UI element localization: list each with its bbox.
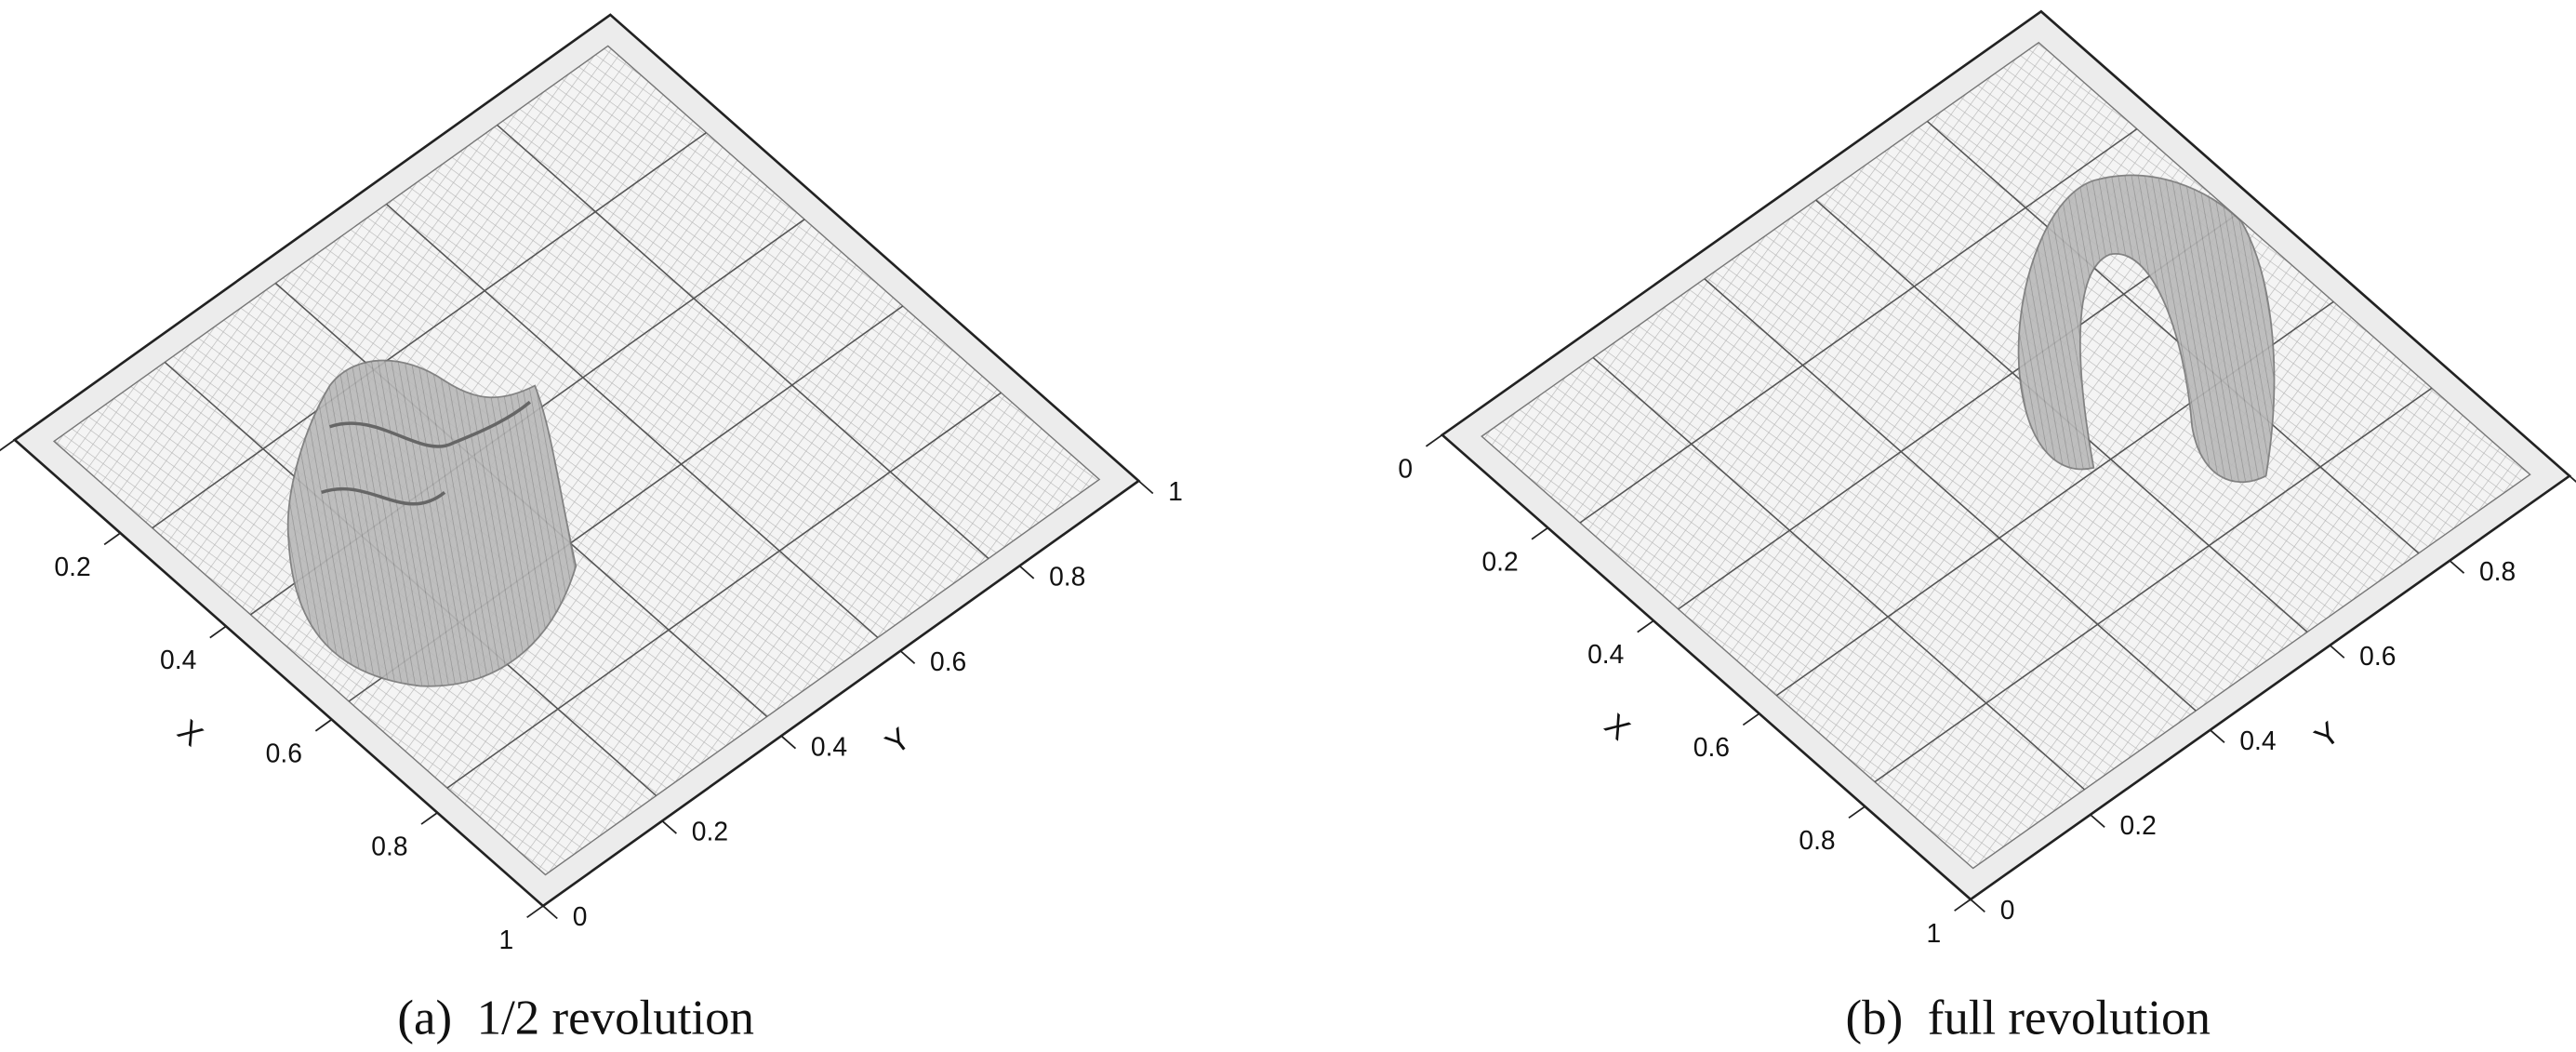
grid-line <box>497 124 989 560</box>
y-tick-label: 0.6 <box>930 646 966 676</box>
surface-bump <box>2017 174 2276 484</box>
y-tick-label: 0.8 <box>2479 556 2516 586</box>
y-tick-label: 0.4 <box>2239 726 2276 755</box>
grid-line <box>1704 278 2197 712</box>
caption: (b) full revolution <box>1846 992 2211 1045</box>
x-tick-label: 0 <box>1398 453 1413 483</box>
x-tick-label: 1 <box>498 925 513 954</box>
x-tick-label: 0.6 <box>266 738 302 767</box>
tick-mark <box>314 718 333 732</box>
grid-line <box>152 131 707 529</box>
grid-line <box>1926 120 2420 554</box>
x-axis-label: X <box>1598 708 1636 748</box>
plane-mesh <box>1481 41 2531 870</box>
grid-line <box>1579 127 2138 524</box>
tick-mark <box>899 650 916 664</box>
tick-mark <box>526 905 544 919</box>
grid-line <box>1678 214 2237 610</box>
x-tick-label: 1 <box>1927 918 1942 948</box>
tick-mark <box>2569 475 2576 483</box>
y-tick-label: 0.6 <box>2359 641 2396 671</box>
tick-mark <box>1848 806 1866 819</box>
tick-mark <box>2210 729 2225 743</box>
y-tick-label: 0.2 <box>2120 810 2157 840</box>
y-tick-label: 0.4 <box>811 731 847 761</box>
grid-line <box>385 203 879 639</box>
y-tick-label: 0.2 <box>692 817 728 846</box>
tick-mark <box>542 905 558 920</box>
tick-mark <box>2449 560 2465 574</box>
tick-mark <box>1970 899 1985 913</box>
x-tick-label: 0.8 <box>371 832 407 861</box>
y-axis-label: Y <box>880 722 917 762</box>
y-tick-label: 0.8 <box>1049 562 1085 592</box>
surface-bump <box>286 359 578 687</box>
y-axis-label: Y <box>2309 715 2346 755</box>
plane-mesh <box>52 45 1101 876</box>
tick-mark <box>1531 526 1548 540</box>
tick-mark <box>2329 645 2345 659</box>
y-tick-label: 0 <box>573 901 588 931</box>
x-tick-label: 0.4 <box>1587 639 1624 669</box>
tick-mark <box>1742 712 1760 726</box>
tick-mark <box>103 532 121 546</box>
grid-line <box>446 392 1002 789</box>
y-tick-label: 1 <box>1168 476 1183 506</box>
x-axis-label: X <box>171 713 209 753</box>
x-tick-label: 0.2 <box>54 552 90 581</box>
x-tick-label: 0.2 <box>1481 546 1518 576</box>
tick-mark <box>209 625 227 639</box>
grid-line <box>1874 387 2433 783</box>
surface-fold <box>321 400 531 506</box>
tick-mark <box>1425 433 1443 447</box>
x-tick-label: 0.8 <box>1799 825 1835 855</box>
tick-mark <box>1018 565 1035 579</box>
tick-mark <box>1637 619 1654 633</box>
tick-mark <box>0 439 16 452</box>
x-tick-label: 0.4 <box>160 645 196 674</box>
tick-mark <box>1137 480 1154 495</box>
y-tick-label: 0 <box>2000 895 2015 925</box>
tick-mark <box>420 812 438 825</box>
tick-mark <box>780 735 797 750</box>
tick-mark <box>1954 899 1972 912</box>
tick-mark <box>2090 814 2105 829</box>
caption: (a) 1/2 revolution <box>397 992 754 1045</box>
x-tick-label: 0.6 <box>1693 732 1730 762</box>
tick-mark <box>661 819 677 834</box>
grid-line <box>1592 356 2085 791</box>
